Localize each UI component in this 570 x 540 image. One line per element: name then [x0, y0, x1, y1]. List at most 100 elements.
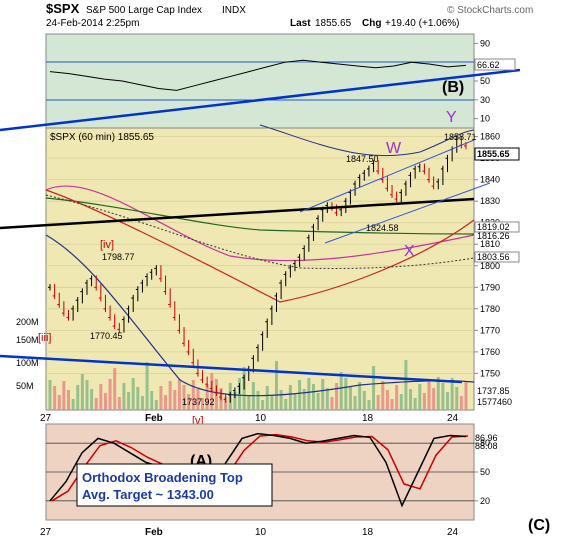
volume-bar — [339, 372, 343, 410]
rsi-line — [49, 59, 467, 91]
stoch-tick-label: 50 — [480, 467, 490, 477]
volume-bar — [335, 383, 339, 410]
last-label: Last — [290, 18, 311, 29]
volume-bar — [270, 395, 274, 410]
volume-bar — [136, 387, 140, 410]
credit: © StockCharts.com — [447, 5, 533, 16]
volume-bar — [353, 396, 357, 410]
ma1-label: 1819.02 — [477, 222, 510, 232]
volume-bar — [238, 378, 242, 410]
last-price-box — [474, 147, 520, 161]
rsi-tick-label: 10 — [480, 114, 490, 124]
x-label-10: 10 — [255, 413, 267, 424]
volume-bar — [450, 378, 454, 410]
label-Y: Y — [446, 109, 457, 126]
volume-bar — [459, 396, 463, 410]
callout-1847: 1847.50 — [346, 154, 379, 164]
volume-bar — [325, 388, 329, 410]
target-line1: Orthodox Broadening Top — [82, 470, 243, 485]
volume-bar — [173, 390, 177, 410]
label-v: [v] — [192, 415, 204, 427]
vol1-label: 1737.85 — [477, 386, 510, 396]
volume-bar — [362, 391, 366, 410]
volume-bar — [71, 399, 75, 410]
price-tick-label: 1780 — [480, 304, 500, 314]
volume-bar — [159, 386, 163, 410]
ma-magenta — [45, 185, 475, 262]
stoch-tick-label: 20 — [480, 496, 490, 506]
volume-bar — [154, 400, 158, 410]
price-panel: 1750176017701780179018001810182018301840… — [0, 109, 520, 446]
target-line2: Avg. Target ~ 1343.00 — [82, 487, 214, 502]
ma-red — [45, 189, 475, 303]
price-tick-label: 1790 — [480, 282, 500, 292]
volume-bar — [455, 387, 459, 410]
volume-bar — [201, 398, 205, 410]
stoch-last-2: 88.08 — [475, 441, 498, 451]
exchange: INDX — [222, 5, 246, 16]
volume-bar — [321, 379, 325, 410]
volume-bar — [274, 361, 278, 410]
label-C-big: (C) — [528, 517, 550, 534]
callout-1858: 1858.71 — [444, 132, 477, 142]
volume-bar — [418, 384, 422, 410]
volume-bar — [182, 385, 186, 410]
volume-bar — [372, 366, 376, 410]
volume-bar — [302, 389, 306, 410]
rsi-trendline — [0, 68, 521, 132]
stoch-last-1: 86.96 — [475, 433, 498, 443]
x-label-feb: Feb — [145, 413, 163, 424]
channel-top — [299, 139, 475, 213]
volume-bar — [177, 379, 181, 410]
volume-bar — [464, 382, 468, 410]
volume-label: 150M — [16, 335, 39, 345]
ma-dotted — [45, 194, 475, 269]
price-tick-label: 1770 — [480, 325, 500, 335]
volume-bar — [117, 397, 121, 410]
volume-bar — [330, 397, 334, 410]
chg-value: +19.40 (+1.06%) — [385, 18, 460, 29]
x-label-18: 18 — [362, 413, 374, 424]
x-label-bottom-feb: Feb — [145, 527, 163, 538]
callout-1770: 1770.45 — [90, 331, 123, 341]
symbol: $SPX — [46, 1, 80, 16]
x-label-27: 27 — [40, 413, 52, 424]
volume-bar — [233, 392, 237, 410]
volume-bar — [367, 400, 371, 410]
volume-labels: 200M 150M 100M 50M — [16, 317, 39, 391]
price-tick-label: 1840 — [480, 175, 500, 185]
volume-bar — [131, 378, 135, 410]
volume-bar — [316, 393, 320, 410]
x-label-24: 24 — [447, 413, 459, 424]
volume-bar — [90, 389, 94, 410]
label-W: W — [386, 140, 402, 157]
callout-1737: 1737.92 — [182, 397, 215, 407]
last-price-label: 1855.65 — [477, 149, 510, 159]
x-label-bottom-10: 10 — [255, 527, 267, 538]
ma-green — [45, 197, 475, 235]
volume-bar — [187, 394, 191, 410]
stoch-tick-label: 80 — [480, 438, 490, 448]
x-label-bottom-27: 27 — [40, 527, 52, 538]
candles — [48, 136, 467, 403]
volume-bar — [66, 390, 70, 410]
volume-bar — [127, 392, 131, 410]
index-name: S&P 500 Large Cap Index — [86, 5, 202, 16]
volume-bar — [427, 379, 431, 410]
volume-bar — [284, 399, 288, 410]
volume-bar — [205, 384, 209, 410]
main-legend: $SPX (60 min) 1855.65 — [50, 132, 154, 143]
price-tick-label: 1860 — [480, 132, 500, 142]
volume-bar — [385, 390, 389, 410]
rsi-last-label: 66.62 — [477, 60, 500, 70]
volume-bar — [62, 381, 66, 410]
volume-bar — [80, 374, 84, 410]
label-B: (B) — [442, 79, 464, 96]
volume-bar — [168, 381, 172, 410]
volume-bar — [99, 384, 103, 410]
rsi-tick-label: 30 — [480, 95, 490, 105]
volume-bar — [191, 380, 195, 410]
channel-bottom — [324, 182, 491, 244]
